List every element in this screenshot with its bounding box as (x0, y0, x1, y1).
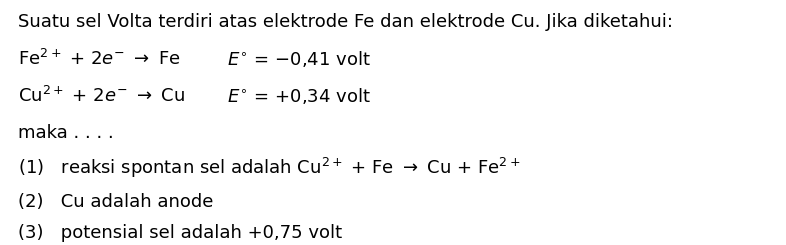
Text: Cu$^{2+}$ + 2$e^{-}$ $\rightarrow$ Cu: Cu$^{2+}$ + 2$e^{-}$ $\rightarrow$ Cu (18, 86, 185, 106)
Text: maka . . . .: maka . . . . (18, 124, 114, 142)
Text: (3)   potensial sel adalah +0,75 volt: (3) potensial sel adalah +0,75 volt (18, 224, 342, 242)
Text: Suatu sel Volta terdiri atas elektrode Fe dan elektrode Cu. Jika diketahui:: Suatu sel Volta terdiri atas elektrode F… (18, 13, 673, 31)
Text: $E^{\circ}$ = +0,34 volt: $E^{\circ}$ = +0,34 volt (227, 86, 371, 106)
Text: Fe$^{2+}$ + 2$e^{-}$ $\rightarrow$ Fe: Fe$^{2+}$ + 2$e^{-}$ $\rightarrow$ Fe (18, 49, 181, 69)
Text: (2)   Cu adalah anode: (2) Cu adalah anode (18, 193, 213, 211)
Text: $E^{\circ}$ = −0,41 volt: $E^{\circ}$ = −0,41 volt (227, 49, 371, 69)
Text: (1)   reaksi spontan sel adalah Cu$^{2+}$ + Fe $\rightarrow$ Cu + Fe$^{2+}$: (1) reaksi spontan sel adalah Cu$^{2+}$ … (18, 156, 520, 180)
